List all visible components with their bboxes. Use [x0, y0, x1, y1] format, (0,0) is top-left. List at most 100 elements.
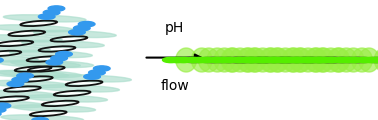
Ellipse shape — [10, 50, 92, 58]
Circle shape — [7, 81, 24, 87]
Ellipse shape — [329, 48, 350, 72]
Ellipse shape — [0, 45, 50, 52]
Ellipse shape — [275, 48, 296, 72]
Circle shape — [369, 57, 378, 63]
Circle shape — [266, 57, 282, 63]
Circle shape — [32, 117, 48, 120]
Circle shape — [185, 57, 202, 63]
Circle shape — [340, 57, 356, 63]
Circle shape — [198, 57, 214, 63]
Circle shape — [39, 14, 55, 19]
Circle shape — [78, 21, 95, 27]
Ellipse shape — [0, 60, 81, 68]
Ellipse shape — [191, 48, 212, 72]
Ellipse shape — [237, 48, 257, 72]
Ellipse shape — [336, 48, 357, 72]
Circle shape — [260, 57, 276, 63]
Circle shape — [0, 111, 1, 117]
Ellipse shape — [198, 48, 219, 72]
Circle shape — [301, 57, 318, 63]
Ellipse shape — [176, 48, 197, 72]
Ellipse shape — [0, 100, 46, 108]
Ellipse shape — [266, 48, 287, 72]
Circle shape — [175, 57, 192, 63]
Ellipse shape — [0, 35, 62, 42]
Circle shape — [299, 57, 315, 63]
Circle shape — [324, 57, 340, 63]
Circle shape — [12, 77, 29, 82]
Circle shape — [84, 74, 101, 79]
Ellipse shape — [359, 48, 378, 72]
Circle shape — [208, 57, 225, 63]
Circle shape — [69, 30, 85, 35]
Ellipse shape — [282, 48, 303, 72]
Ellipse shape — [0, 25, 74, 32]
Ellipse shape — [1, 115, 84, 120]
Circle shape — [88, 70, 105, 75]
Ellipse shape — [207, 48, 228, 72]
Ellipse shape — [0, 80, 70, 88]
Ellipse shape — [3, 15, 86, 22]
Ellipse shape — [289, 48, 310, 72]
Circle shape — [253, 57, 270, 63]
Ellipse shape — [221, 48, 242, 72]
Ellipse shape — [244, 48, 265, 72]
Circle shape — [311, 57, 328, 63]
Circle shape — [56, 51, 72, 57]
Ellipse shape — [268, 48, 289, 72]
Ellipse shape — [49, 75, 131, 82]
Ellipse shape — [261, 48, 282, 72]
Circle shape — [278, 57, 295, 63]
Circle shape — [192, 57, 208, 63]
Ellipse shape — [305, 48, 325, 72]
Ellipse shape — [245, 48, 266, 72]
Text: pH: pH — [165, 21, 184, 35]
Ellipse shape — [223, 48, 243, 72]
Ellipse shape — [13, 105, 96, 112]
Circle shape — [363, 57, 378, 63]
Ellipse shape — [0, 55, 38, 62]
Circle shape — [311, 57, 328, 63]
Ellipse shape — [259, 48, 280, 72]
Circle shape — [346, 57, 363, 63]
Circle shape — [231, 57, 247, 63]
Ellipse shape — [291, 48, 311, 72]
Ellipse shape — [37, 85, 119, 92]
Ellipse shape — [34, 30, 116, 38]
Circle shape — [0, 103, 11, 108]
Ellipse shape — [313, 48, 334, 72]
Ellipse shape — [343, 48, 364, 72]
Circle shape — [0, 57, 3, 63]
Circle shape — [356, 57, 373, 63]
Circle shape — [17, 73, 33, 78]
Circle shape — [243, 57, 260, 63]
Circle shape — [288, 57, 305, 63]
Ellipse shape — [0, 90, 58, 98]
Ellipse shape — [238, 48, 259, 72]
Circle shape — [276, 57, 293, 63]
Ellipse shape — [352, 48, 372, 72]
Circle shape — [317, 57, 334, 63]
Ellipse shape — [284, 48, 304, 72]
Circle shape — [73, 26, 90, 31]
Ellipse shape — [214, 48, 235, 72]
Ellipse shape — [327, 48, 348, 72]
Circle shape — [272, 57, 288, 63]
Circle shape — [48, 6, 65, 11]
Ellipse shape — [0, 70, 82, 78]
Circle shape — [214, 57, 231, 63]
Circle shape — [46, 60, 63, 65]
Ellipse shape — [0, 70, 68, 78]
Circle shape — [93, 66, 110, 71]
Ellipse shape — [11, 60, 93, 68]
Circle shape — [256, 57, 272, 63]
Circle shape — [305, 57, 322, 63]
Circle shape — [249, 57, 266, 63]
Circle shape — [51, 56, 67, 61]
Ellipse shape — [229, 48, 250, 72]
Ellipse shape — [25, 95, 107, 102]
Ellipse shape — [298, 48, 318, 72]
Circle shape — [0, 107, 6, 112]
Circle shape — [288, 57, 305, 63]
Ellipse shape — [321, 48, 341, 72]
